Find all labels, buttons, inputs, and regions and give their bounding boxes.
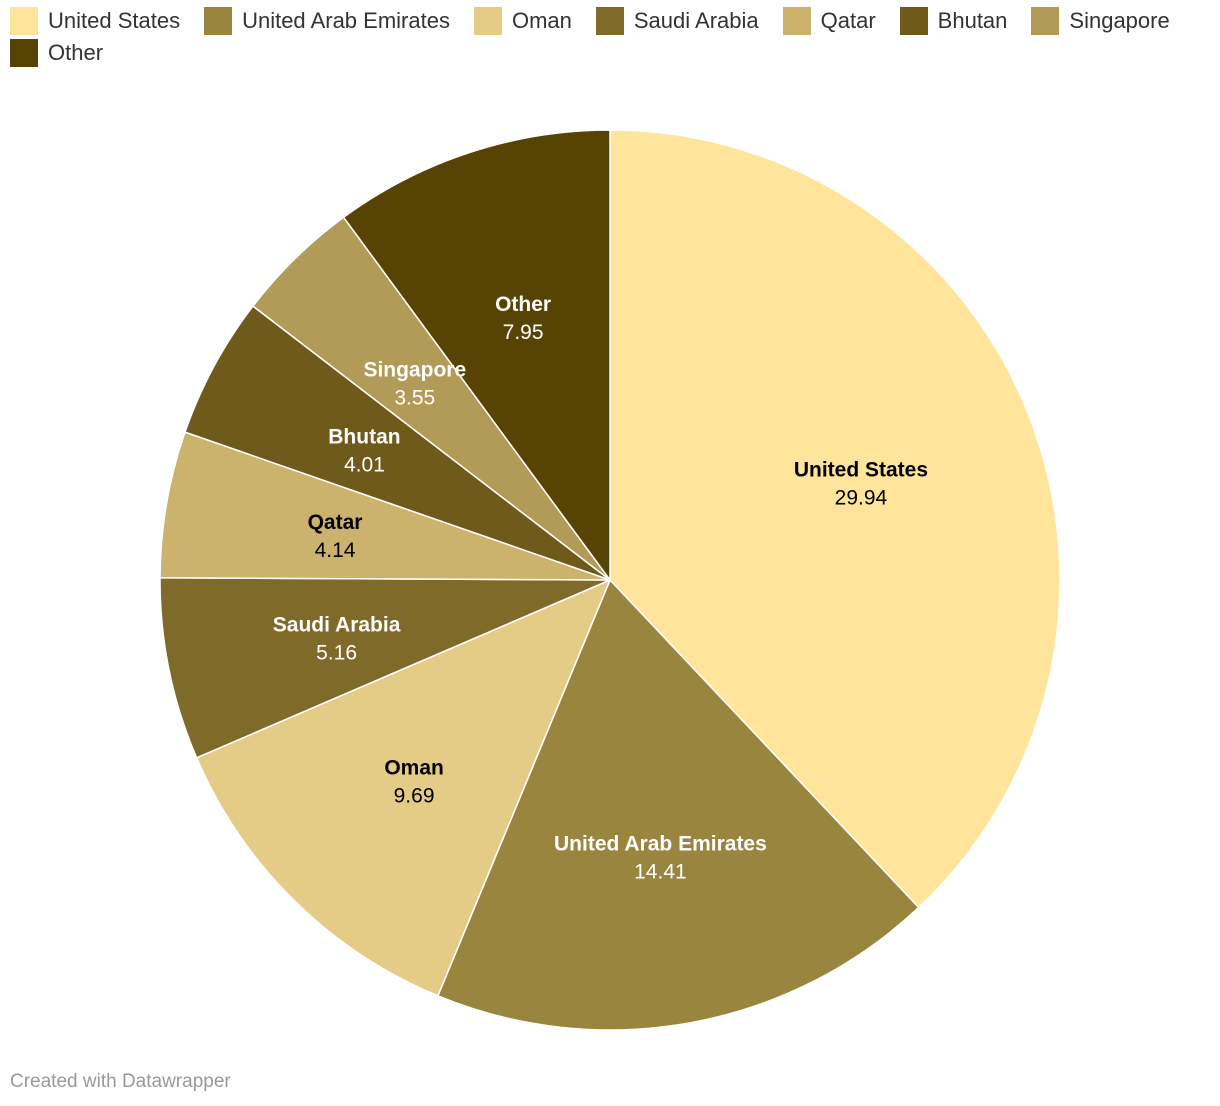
slice-label-singapore: Singapore	[363, 359, 466, 382]
legend-item-saudi-arabia: Saudi Arabia	[595, 7, 759, 35]
legend-label: Singapore	[1069, 8, 1170, 33]
pie-slice-oman	[195, 578, 612, 997]
slice-value-saudi-arabia: 5.16	[316, 642, 357, 665]
legend-swatch	[1031, 7, 1060, 35]
legend-swatch	[782, 7, 811, 35]
slice-label-oman: Oman	[384, 757, 444, 780]
slice-value-oman: 9.69	[394, 785, 435, 808]
legend-swatch	[473, 7, 502, 35]
legend-label: Saudi Arabia	[633, 8, 759, 33]
slice-value-qatar: 4.14	[315, 539, 356, 562]
pie-slice-other	[342, 129, 611, 583]
slice-label-qatar: Qatar	[308, 511, 363, 534]
slice-value-united-states: 29.94	[835, 486, 888, 509]
legend-label: Oman	[511, 8, 572, 33]
legend-swatch	[204, 7, 233, 35]
slice-value-bhutan: 4.01	[344, 454, 385, 477]
legend-label: Bhutan	[937, 8, 1008, 33]
slice-value-singapore: 3.55	[394, 387, 435, 410]
pie-slice-bhutan	[184, 305, 611, 581]
legend-item-singapore: Singapore	[1031, 7, 1170, 35]
slice-label-united-states: United States	[794, 458, 928, 481]
pie-slice-qatar	[159, 431, 611, 581]
legend-item-oman: Oman	[473, 7, 572, 35]
legend-item-united-arab-emirates: United Arab Emirates	[204, 7, 450, 35]
pie-slice-saudi-arabia	[159, 577, 611, 759]
pie-slice-united-states	[609, 129, 1061, 909]
footer-credit: Created with Datawrapper	[10, 1071, 231, 1092]
legend: United States United Arab Emirates Oman Sau…	[10, 7, 1190, 67]
legend-swatch	[10, 7, 38, 35]
pie-slice-united-arab-emirates	[436, 578, 920, 1031]
legend-swatch	[10, 39, 38, 67]
legend-item-qatar: Qatar	[782, 7, 876, 35]
legend-swatch	[595, 7, 624, 35]
slice-label-bhutan: Bhutan	[328, 426, 400, 449]
legend-label: United States	[48, 8, 181, 33]
slice-label-united-arab-emirates: United Arab Emirates	[554, 832, 767, 855]
legend-item-bhutan: Bhutan	[899, 7, 1008, 35]
legend-label: Qatar	[820, 8, 876, 33]
legend-label: United Arab Emirates	[242, 8, 450, 33]
slice-value-other: 7.95	[503, 321, 544, 344]
slice-value-united-arab-emirates: 14.41	[634, 860, 687, 883]
slice-label-other: Other	[495, 293, 551, 316]
slice-label-saudi-arabia: Saudi Arabia	[273, 614, 401, 637]
legend-swatch	[899, 7, 928, 35]
legend-item-united-states: United States	[10, 7, 181, 35]
legend-item-other: Other	[10, 39, 104, 67]
legend-label: Other	[48, 40, 104, 65]
